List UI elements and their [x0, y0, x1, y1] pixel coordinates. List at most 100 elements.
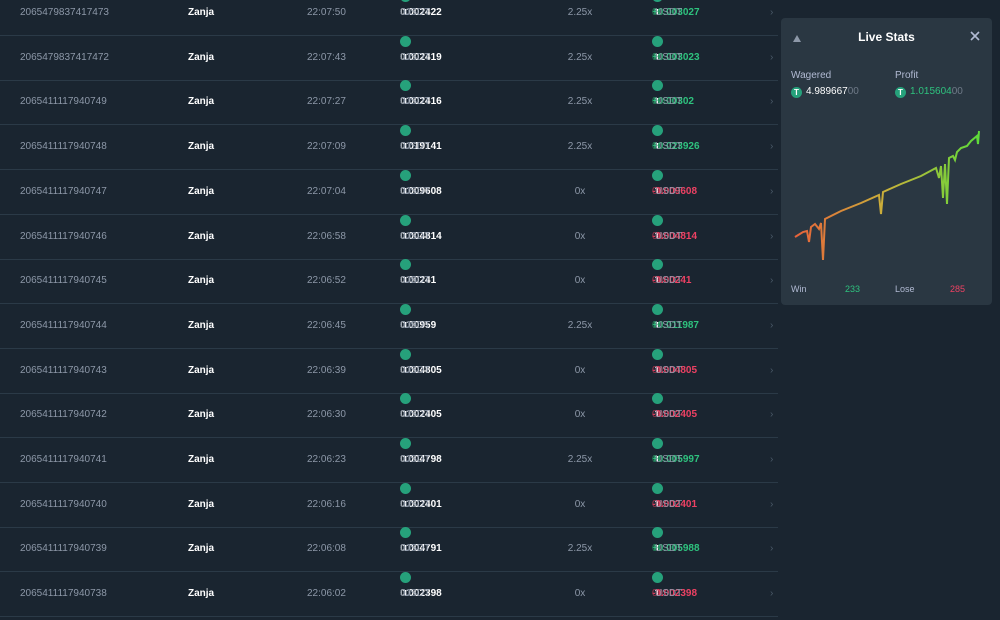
amount: +0.00302 [652, 96, 694, 108]
wagered-value: T 4.98966700 [791, 86, 859, 98]
bet-time: 22:06:23 [307, 454, 346, 465]
win-label: Win [791, 284, 807, 294]
amount-dim: 00 [652, 51, 664, 63]
panel-graphics [793, 31, 980, 261]
bet-row[interactable]: 2065411117940747 Zanja 22:07:04 T 0.009608 00… [0, 169, 778, 215]
bet-row[interactable]: 2065411117940743 Zanja 22:06:39 T 0.004805 00… [0, 348, 778, 394]
amount: -0.00241 [652, 275, 692, 287]
row-chevron[interactable]: › [770, 141, 774, 153]
bet-time: 22:06:08 [307, 543, 346, 555]
bet-id: 2065411117940743 [20, 364, 107, 376]
currency: USDT [655, 364, 683, 376]
close-button[interactable] [970, 31, 980, 41]
bet-time: 22:07:43 [307, 51, 346, 63]
bet-row[interactable]: 2065411117940741 Zanja 22:06:23 T 0.004798 00… [0, 438, 778, 483]
amount-dim: 00 [400, 409, 412, 421]
row-chevron[interactable]: › [770, 319, 774, 331]
row-chevron[interactable]: › [770, 543, 774, 555]
bet-id: 2065411117940744 [20, 319, 107, 331]
bet-row[interactable]: 2065411117940748 Zanja 22:07:09 T 0.019141 00… [0, 125, 778, 171]
currency: USDT [403, 141, 431, 153]
multiplier: 0x [574, 364, 586, 376]
row-chevron[interactable]: › [770, 275, 774, 287]
amount-dim: 00 [847, 86, 859, 97]
currency: USDT [655, 185, 683, 197]
amount: 0.00241 [400, 275, 437, 287]
amount: 0.002416 [400, 96, 442, 108]
amount: -0.004814 [652, 230, 698, 242]
bet-time: 22:07:50 [307, 7, 346, 18]
bet-row[interactable]: 2065411117940738 Zanja 22:06:02 T 0.002398 00… [0, 572, 778, 618]
amount: 0.019141 [400, 141, 442, 153]
row-chevron[interactable]: › [770, 588, 774, 600]
amount: -0.002405 [652, 409, 698, 421]
bet-row[interactable]: 2065411117940740 Zanja 22:06:16 T 0.002401 00… [0, 482, 778, 528]
bet-id: 2065411117940739 [20, 543, 107, 555]
bet-row[interactable]: 2065411117940742 Zanja 22:06:30 T 0.002405 00… [0, 393, 778, 439]
user-name: Zanja [188, 543, 215, 555]
row-chevron[interactable]: › [770, 51, 774, 63]
row-chevron[interactable]: › [770, 409, 774, 421]
row-chevron[interactable]: › [770, 96, 774, 108]
bet-row[interactable]: 2065479837417473 Zanja 22:07:50 T 0.002422 00… [0, 0, 778, 36]
amount: 0.00959 [400, 319, 437, 331]
bet-row[interactable]: 2065411117940745 Zanja 22:06:52 T 0.00241 000… [0, 259, 778, 305]
amount-dim: 00 [400, 141, 412, 153]
amount: -0.009608 [652, 185, 698, 197]
multiplier: 2.25x [567, 51, 593, 63]
amount-dim: 00 [400, 498, 412, 510]
row-chevron[interactable]: › [770, 364, 774, 376]
multiplier: 0x [574, 409, 586, 421]
multiplier: 2.25x [567, 141, 593, 153]
bet-row[interactable]: 2065411117940749 Zanja 22:07:27 T 0.002416 00… [0, 80, 778, 126]
currency: USDT [655, 543, 683, 555]
amount: +0.011987 [652, 319, 699, 331]
bet-row[interactable]: 2065479837417472 Zanja 22:07:43 T 0.002419 00… [0, 35, 778, 81]
amount-dim: 00 [652, 230, 664, 242]
amount: 0.002422 [400, 7, 442, 18]
user-name: Zanja [188, 51, 215, 63]
amount-dim: 00 [400, 51, 412, 63]
amount-dim: 00 [400, 7, 412, 18]
multiplier: 2.25x [567, 319, 593, 331]
bet-row[interactable]: 2065411117940739 Zanja 22:06:08 T 0.004791 00… [0, 527, 778, 573]
amount-dim: 00 [652, 454, 664, 465]
amount: +0.005997 [652, 454, 700, 465]
amount-dim: 00 [652, 141, 664, 153]
currency: USDT [403, 7, 431, 18]
user-name: Zanja [188, 96, 215, 108]
bet-time: 22:06:39 [307, 364, 346, 376]
currency: USDT [655, 51, 683, 63]
currency: USDT [403, 51, 431, 63]
user-name: Zanja [188, 141, 215, 153]
currency: USDT [403, 96, 431, 108]
bet-id: 2065479837417473 [20, 7, 109, 18]
bet-time: 22:07:27 [307, 96, 346, 108]
bet-row[interactable]: 2065411117940744 Zanja 22:06:45 T 0.00959 000… [0, 303, 778, 349]
bet-row[interactable]: 2065411117940746 Zanja 22:06:58 T 0.004814 00… [0, 214, 778, 260]
currency: USDT [403, 319, 431, 331]
currency: USDT [403, 185, 431, 197]
bet-id: 2065411117940742 [20, 409, 107, 421]
user-name: Zanja [188, 7, 215, 18]
amount: 0.004814 [400, 230, 442, 242]
bet-time: 22:06:58 [307, 230, 346, 242]
bet-id: 2065411117940747 [20, 185, 107, 197]
row-chevron[interactable]: › [770, 454, 774, 465]
multiplier: 0x [574, 185, 586, 197]
row-chevron[interactable]: › [770, 498, 774, 510]
amount-dim: 00 [652, 498, 664, 510]
row-chevron[interactable]: › [770, 230, 774, 242]
row-chevron[interactable]: › [770, 185, 774, 197]
currency: USDT [655, 230, 683, 242]
bet-time: 22:07:04 [307, 185, 346, 197]
bet-id: 2065479837417472 [20, 51, 109, 63]
bet-time: 22:06:02 [307, 588, 346, 600]
amount: -0.004805 [652, 364, 698, 376]
row-chevron[interactable]: › [770, 7, 774, 18]
win-count: 233 [845, 284, 861, 294]
currency: USDT [655, 454, 683, 465]
currency: USDT [403, 364, 431, 376]
bet-id: 2065411117940748 [20, 141, 107, 153]
